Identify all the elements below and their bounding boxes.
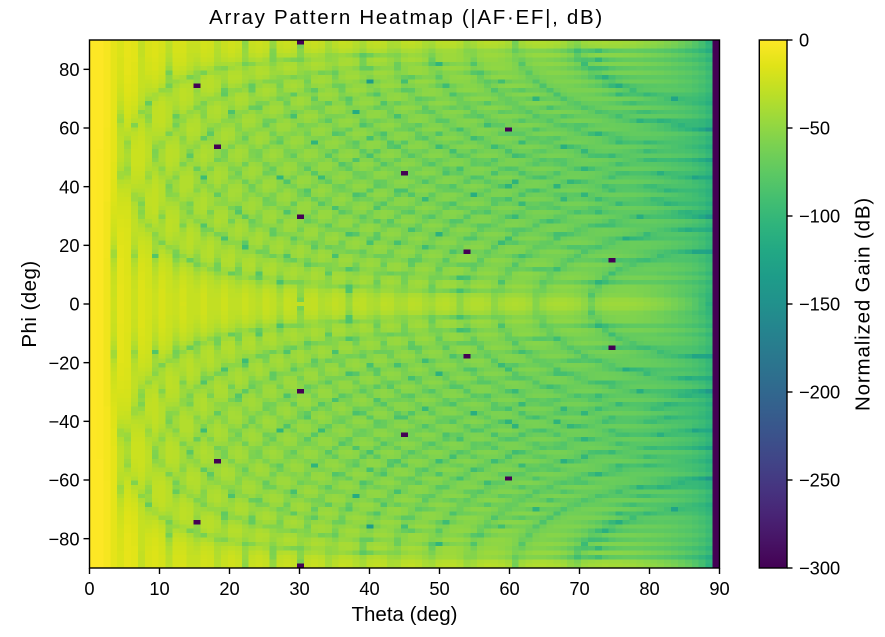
svg-text:80: 80: [59, 59, 79, 80]
svg-text:80: 80: [639, 578, 659, 599]
svg-text:70: 70: [569, 578, 589, 599]
svg-text:Phi (deg): Phi (deg): [18, 260, 41, 347]
svg-text:−80: −80: [48, 528, 79, 549]
svg-text:60: 60: [59, 118, 79, 139]
svg-text:0: 0: [69, 294, 79, 315]
svg-text:20: 20: [59, 235, 79, 256]
svg-text:50: 50: [429, 578, 449, 599]
svg-text:−40: −40: [48, 411, 79, 432]
svg-text:Theta (deg): Theta (deg): [352, 603, 458, 626]
svg-text:0: 0: [84, 578, 94, 599]
svg-text:−20: −20: [48, 352, 79, 373]
svg-text:−250: −250: [799, 470, 840, 491]
svg-text:−300: −300: [799, 558, 840, 579]
svg-text:40: 40: [359, 578, 379, 599]
svg-text:30: 30: [289, 578, 309, 599]
svg-text:Array Pattern Heatmap (|AF·EF|: Array Pattern Heatmap (|AF·EF|, dB): [209, 6, 604, 29]
svg-text:60: 60: [499, 578, 519, 599]
svg-text:20: 20: [219, 578, 239, 599]
svg-text:40: 40: [59, 176, 79, 197]
svg-text:90: 90: [709, 578, 729, 599]
svg-text:−100: −100: [799, 206, 840, 227]
svg-text:Normalized Gain (dB): Normalized Gain (dB): [852, 197, 875, 411]
svg-text:−150: −150: [799, 294, 840, 315]
svg-text:0: 0: [799, 30, 809, 51]
svg-text:−200: −200: [799, 382, 840, 403]
svg-text:10: 10: [149, 578, 169, 599]
svg-text:−50: −50: [799, 118, 830, 139]
svg-text:−60: −60: [48, 470, 79, 491]
